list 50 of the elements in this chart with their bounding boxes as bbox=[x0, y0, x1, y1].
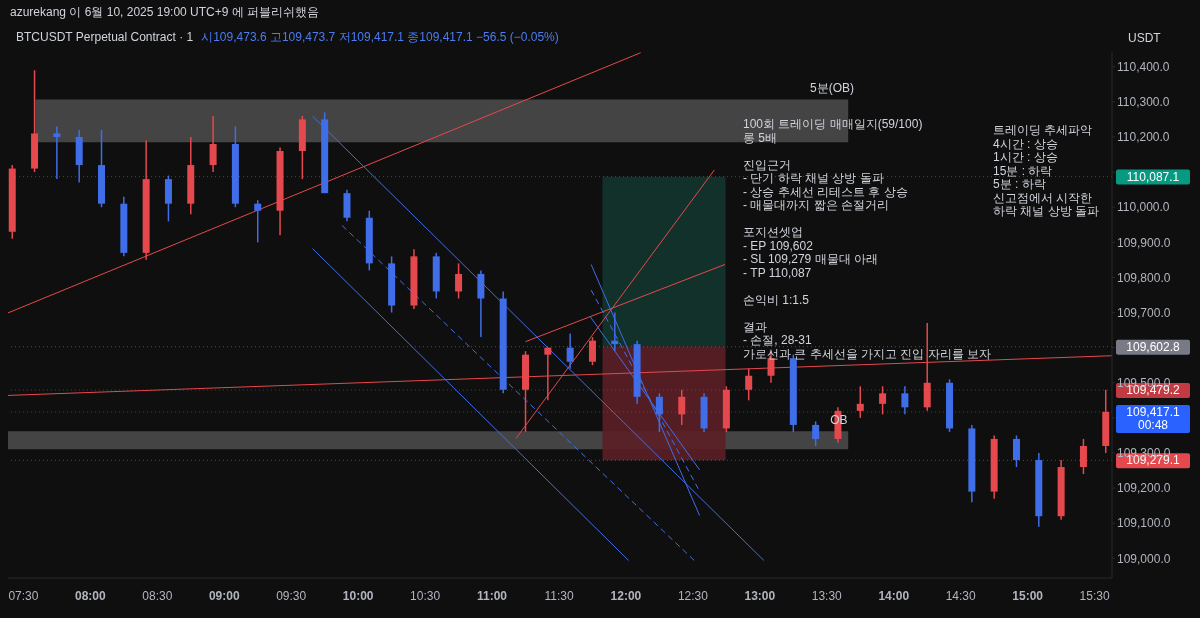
candlestick bbox=[566, 332, 574, 370]
x-tick-label: 14:30 bbox=[945, 589, 977, 603]
candlestick bbox=[812, 420, 820, 447]
chart-subtitle: 시109,473.6 고109,473.7 저109,417.1 종109,417.1 −56.5 (−0.05%) bbox=[201, 30, 559, 44]
x-tick-label: 09:30 bbox=[276, 589, 307, 603]
candlestick bbox=[53, 125, 61, 180]
candlestick bbox=[209, 115, 217, 173]
annotation: 5분(OB) bbox=[810, 81, 855, 96]
x-tick-label: 12:00 bbox=[610, 589, 642, 603]
y-tick-label: 110,300.0 bbox=[1117, 95, 1170, 110]
x-tick-label: 07:30 bbox=[8, 589, 39, 603]
candlestick bbox=[455, 262, 463, 300]
candlestick bbox=[1012, 434, 1020, 468]
y-tick-label: 109,800.0 bbox=[1117, 270, 1171, 285]
candlestick bbox=[678, 389, 686, 426]
text: azurekang 이 6월 10, 2025 19:00 UTC+9 에 퍼블리쉬했음 bbox=[10, 5, 320, 20]
x-tick-label: 08:30 bbox=[142, 589, 173, 603]
chart-title: BTCUSDT Perpetual Contract · 1 bbox=[16, 30, 194, 44]
candlestick bbox=[901, 385, 909, 416]
x-tick-label: 13:00 bbox=[744, 589, 776, 603]
x-tick-label: 10:30 bbox=[410, 589, 441, 603]
candlestick bbox=[879, 385, 887, 416]
x-tick-label: 09:00 bbox=[208, 589, 240, 603]
y-tick-label: 110,000.0 bbox=[1117, 200, 1170, 215]
x-tick-label: 08:00 bbox=[75, 589, 107, 603]
candlestick bbox=[588, 336, 596, 366]
x-tick-label: 12:30 bbox=[677, 589, 709, 603]
candlestick bbox=[254, 199, 262, 244]
x-tick-label: 15:30 bbox=[1079, 589, 1110, 603]
y-tick-label: 109,000.0 bbox=[1117, 551, 1171, 566]
y-tick-label: 109,700.0 bbox=[1117, 305, 1171, 320]
x-tick-label: 14:00 bbox=[878, 589, 910, 603]
x-tick-label: 10:00 bbox=[342, 589, 374, 603]
candlestick bbox=[655, 392, 663, 433]
annotation: 트레이딩 추세파악 4시간 : 상승 1시간 : 상승 15분 : 하락 5분 : 하락 신고점에서 시작한 하락 채널 상방 돌파 bbox=[993, 123, 1100, 219]
candlestick bbox=[1079, 438, 1087, 475]
ref-line-label: 110,087.1 bbox=[1126, 169, 1180, 184]
ref-line-label: 109,602.8 bbox=[1126, 339, 1181, 354]
y-tick-label: 110,200.0 bbox=[1117, 130, 1170, 145]
x-tick-label: 15:00 bbox=[1012, 589, 1044, 603]
x-tick-label: 11:00 bbox=[477, 589, 508, 603]
ref-line-label: 109,417.1 00:48 bbox=[1126, 404, 1181, 432]
x-tick-label: 11:30 bbox=[544, 589, 574, 603]
candlestick bbox=[856, 385, 864, 419]
y-tick-label: 109,900.0 bbox=[1117, 235, 1171, 250]
text: USDT bbox=[1128, 31, 1161, 46]
y-tick-label: 110,400.0 bbox=[1117, 60, 1170, 75]
x-tick-label: 13:30 bbox=[811, 589, 843, 603]
y-tick-label: 109,200.0 bbox=[1117, 481, 1171, 496]
y-tick-label: 109,100.0 bbox=[1117, 516, 1171, 531]
